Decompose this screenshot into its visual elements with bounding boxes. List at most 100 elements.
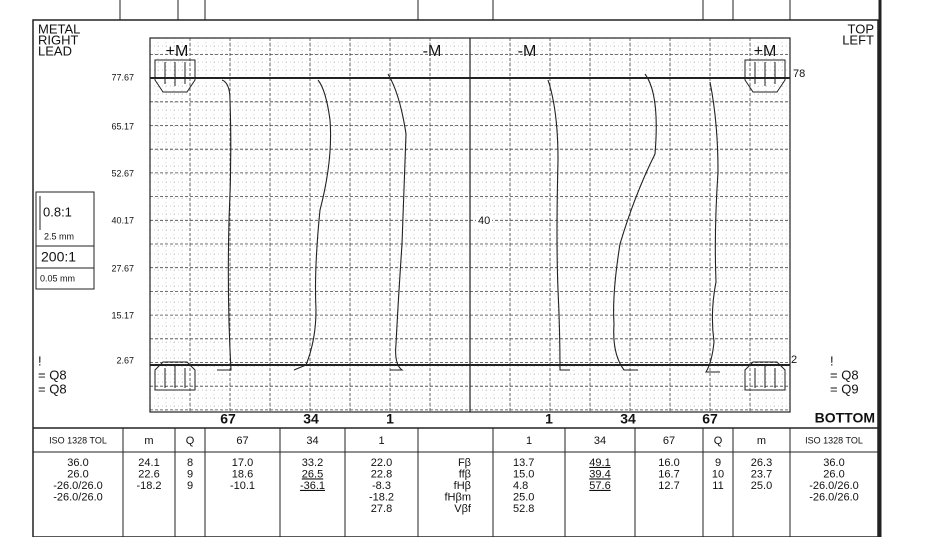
bottom-label: 1	[386, 411, 394, 427]
table-cell: -18.2	[369, 491, 394, 503]
table-cell: -26.0/26.0	[809, 491, 859, 503]
table-cell: 8	[187, 457, 193, 469]
right-title: TOP	[848, 21, 875, 36]
table-cell: 24.1	[138, 457, 159, 469]
table-header: 67	[663, 435, 675, 447]
marker: +M	[754, 43, 777, 60]
table-cell: 17.0	[232, 457, 253, 469]
bottom-label: 1	[545, 411, 553, 427]
quality: = Q8	[830, 367, 859, 382]
table-cell: 9	[187, 468, 193, 480]
y-label: 27.67	[111, 263, 134, 273]
table-cell: 18.6	[232, 468, 253, 480]
table-cell: -26.0/26.0	[809, 480, 859, 492]
table-cell: 16.7	[658, 468, 679, 480]
table-cell: -10.1	[230, 480, 255, 492]
y-label: 52.67	[111, 168, 134, 178]
table-cell: 26.0	[67, 468, 88, 480]
table-header: ISO 1328 TOL	[805, 435, 863, 445]
table-header: 67	[236, 435, 248, 447]
table-header: ISO 1328 TOL	[49, 435, 107, 445]
table-cell: 36.0	[823, 457, 844, 469]
traces	[217, 73, 720, 373]
table-cell: 36.0	[67, 457, 88, 469]
left-title: RIGHT	[38, 32, 79, 47]
scale-text: 200:1	[41, 249, 76, 265]
table-cell: 16.0	[658, 457, 679, 469]
table-cell: 22.8	[371, 468, 392, 480]
table-header: 34	[306, 435, 318, 447]
table-cell: 22.0	[371, 457, 392, 469]
bottom-label: 67	[702, 411, 718, 427]
table-cell: 39.4	[589, 468, 610, 480]
table-header: 1	[378, 435, 384, 447]
table-cell: 26.3	[751, 457, 772, 469]
marker: -M	[518, 43, 537, 60]
y-label: 40.17	[111, 215, 134, 225]
table-cell: 15.0	[513, 468, 534, 480]
left-title: METAL	[38, 21, 80, 36]
quality: !	[830, 353, 834, 368]
top-strip	[119, 0, 791, 20]
table-cell: 49.1	[589, 457, 610, 469]
scale-text: 0.8:1	[43, 204, 72, 219]
quality: = Q8	[38, 367, 67, 382]
table-header: Q	[186, 435, 195, 447]
table-cell: 12.7	[658, 480, 679, 492]
table-header: Q	[714, 435, 723, 447]
y-label: 2.67	[116, 355, 134, 365]
table-cell: Vβf	[454, 503, 472, 515]
table-cell: Fβ	[458, 457, 471, 469]
scale-text: 2.5 mm	[44, 231, 74, 241]
limit-label: 78	[793, 68, 805, 80]
table-cell: -26.0/26.0	[53, 480, 103, 492]
table-cell: fHβm	[445, 491, 472, 503]
marker: +M	[166, 43, 189, 60]
limit-label: 2	[791, 354, 797, 366]
table-cell: ffβ	[459, 468, 471, 480]
table-cell: -18.2	[136, 480, 161, 492]
table-cell: 26.0	[823, 468, 844, 480]
table-cell: 13.7	[513, 457, 534, 469]
table-cell: 9	[187, 480, 193, 492]
quality: !	[38, 353, 42, 368]
left-title: LEAD	[38, 43, 72, 58]
table-cell: -36.1	[300, 480, 325, 492]
table-cell: 27.8	[371, 503, 392, 515]
quality: = Q9	[830, 381, 859, 396]
quality: = Q8	[38, 381, 67, 396]
table-header: 34	[594, 435, 606, 447]
table-cell: -26.0/26.0	[53, 491, 103, 503]
table-header: m	[757, 435, 766, 447]
table-cell: 25.0	[513, 491, 534, 503]
label-bg	[476, 214, 492, 228]
table-cell: 4.8	[513, 480, 528, 492]
gear-icons	[154, 59, 786, 391]
table-cell: 26.5	[302, 468, 323, 480]
scale-text: 0.05 mm	[40, 273, 75, 283]
center-label: 40	[478, 215, 490, 227]
table-cell: 9	[715, 457, 721, 469]
table-cell: fHβ	[454, 480, 471, 492]
table-header: m	[144, 435, 153, 447]
marker: -M	[423, 43, 442, 60]
bottom-label: 34	[303, 411, 319, 427]
table-lines	[33, 428, 878, 537]
table-cell: 33.2	[302, 457, 323, 469]
table-cell: 25.0	[751, 480, 772, 492]
table-cell: 10	[712, 468, 724, 480]
table-cell: -8.3	[372, 480, 391, 492]
outer-frame	[32, 19, 879, 537]
bottom-title: BOTTOM	[815, 410, 875, 426]
table-cell: 23.7	[751, 468, 772, 480]
y-label: 15.17	[111, 310, 134, 320]
y-label: 65.17	[111, 121, 134, 131]
bottom-label: 34	[620, 411, 636, 427]
table-cell: 57.6	[589, 480, 610, 492]
table-header: 1	[526, 435, 532, 447]
right-title: LEFT	[842, 32, 874, 47]
bottom-label: 67	[220, 411, 236, 427]
